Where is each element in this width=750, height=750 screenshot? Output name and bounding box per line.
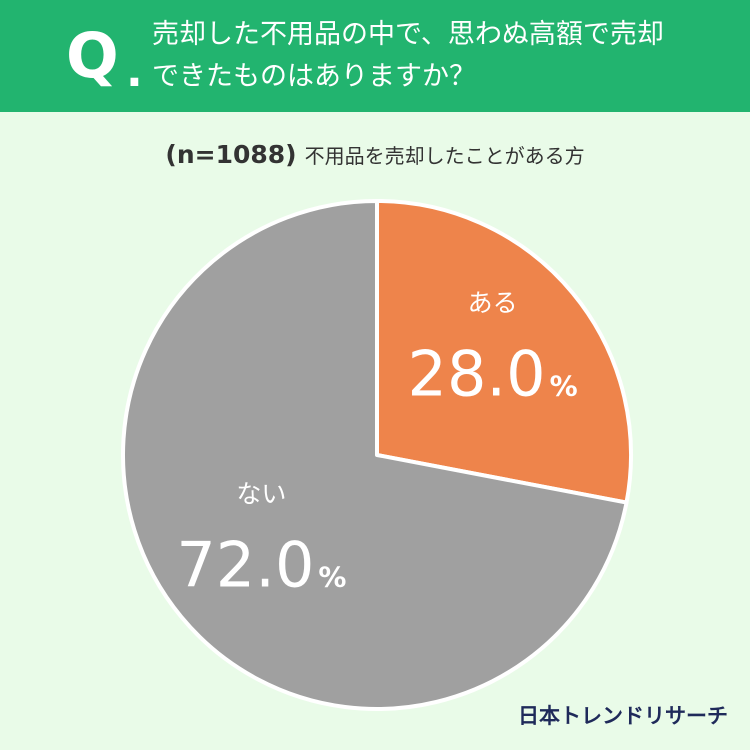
sample-description: 不用品を売却したことがある方 <box>304 144 585 168</box>
sample-size: (n=1088) <box>165 140 297 169</box>
slice-category-no: ない <box>236 480 286 509</box>
brand-logo: 日本トレンドリサーチ <box>518 704 728 728</box>
question-mark-dot: . <box>126 46 143 97</box>
slice-value-yes: 28.0% <box>408 337 578 410</box>
slice-label-no: ない 72.0% <box>176 480 346 602</box>
question-line-1: 売却した不用品の中で、思わぬ高額で売却 <box>152 19 664 50</box>
slice-category-yes: ある <box>468 288 518 317</box>
question-text: 売却した不用品の中で、思わぬ高額で売却 できたものはありますか？ <box>152 14 732 98</box>
slice-label-yes: ある 28.0% <box>408 288 578 410</box>
question-header: Q . 売却した不用品の中で、思わぬ高額で売却 できたものはありますか？ <box>0 0 750 112</box>
sample-subtitle: (n=1088) 不用品を売却したことがある方 <box>0 140 750 169</box>
question-mark: Q <box>66 19 119 92</box>
question-line-2: できたものはありますか？ <box>152 61 476 92</box>
slice-value-no: 72.0% <box>176 529 346 602</box>
pie-slice-yes <box>375 199 633 505</box>
pie-slice-no <box>121 199 629 711</box>
